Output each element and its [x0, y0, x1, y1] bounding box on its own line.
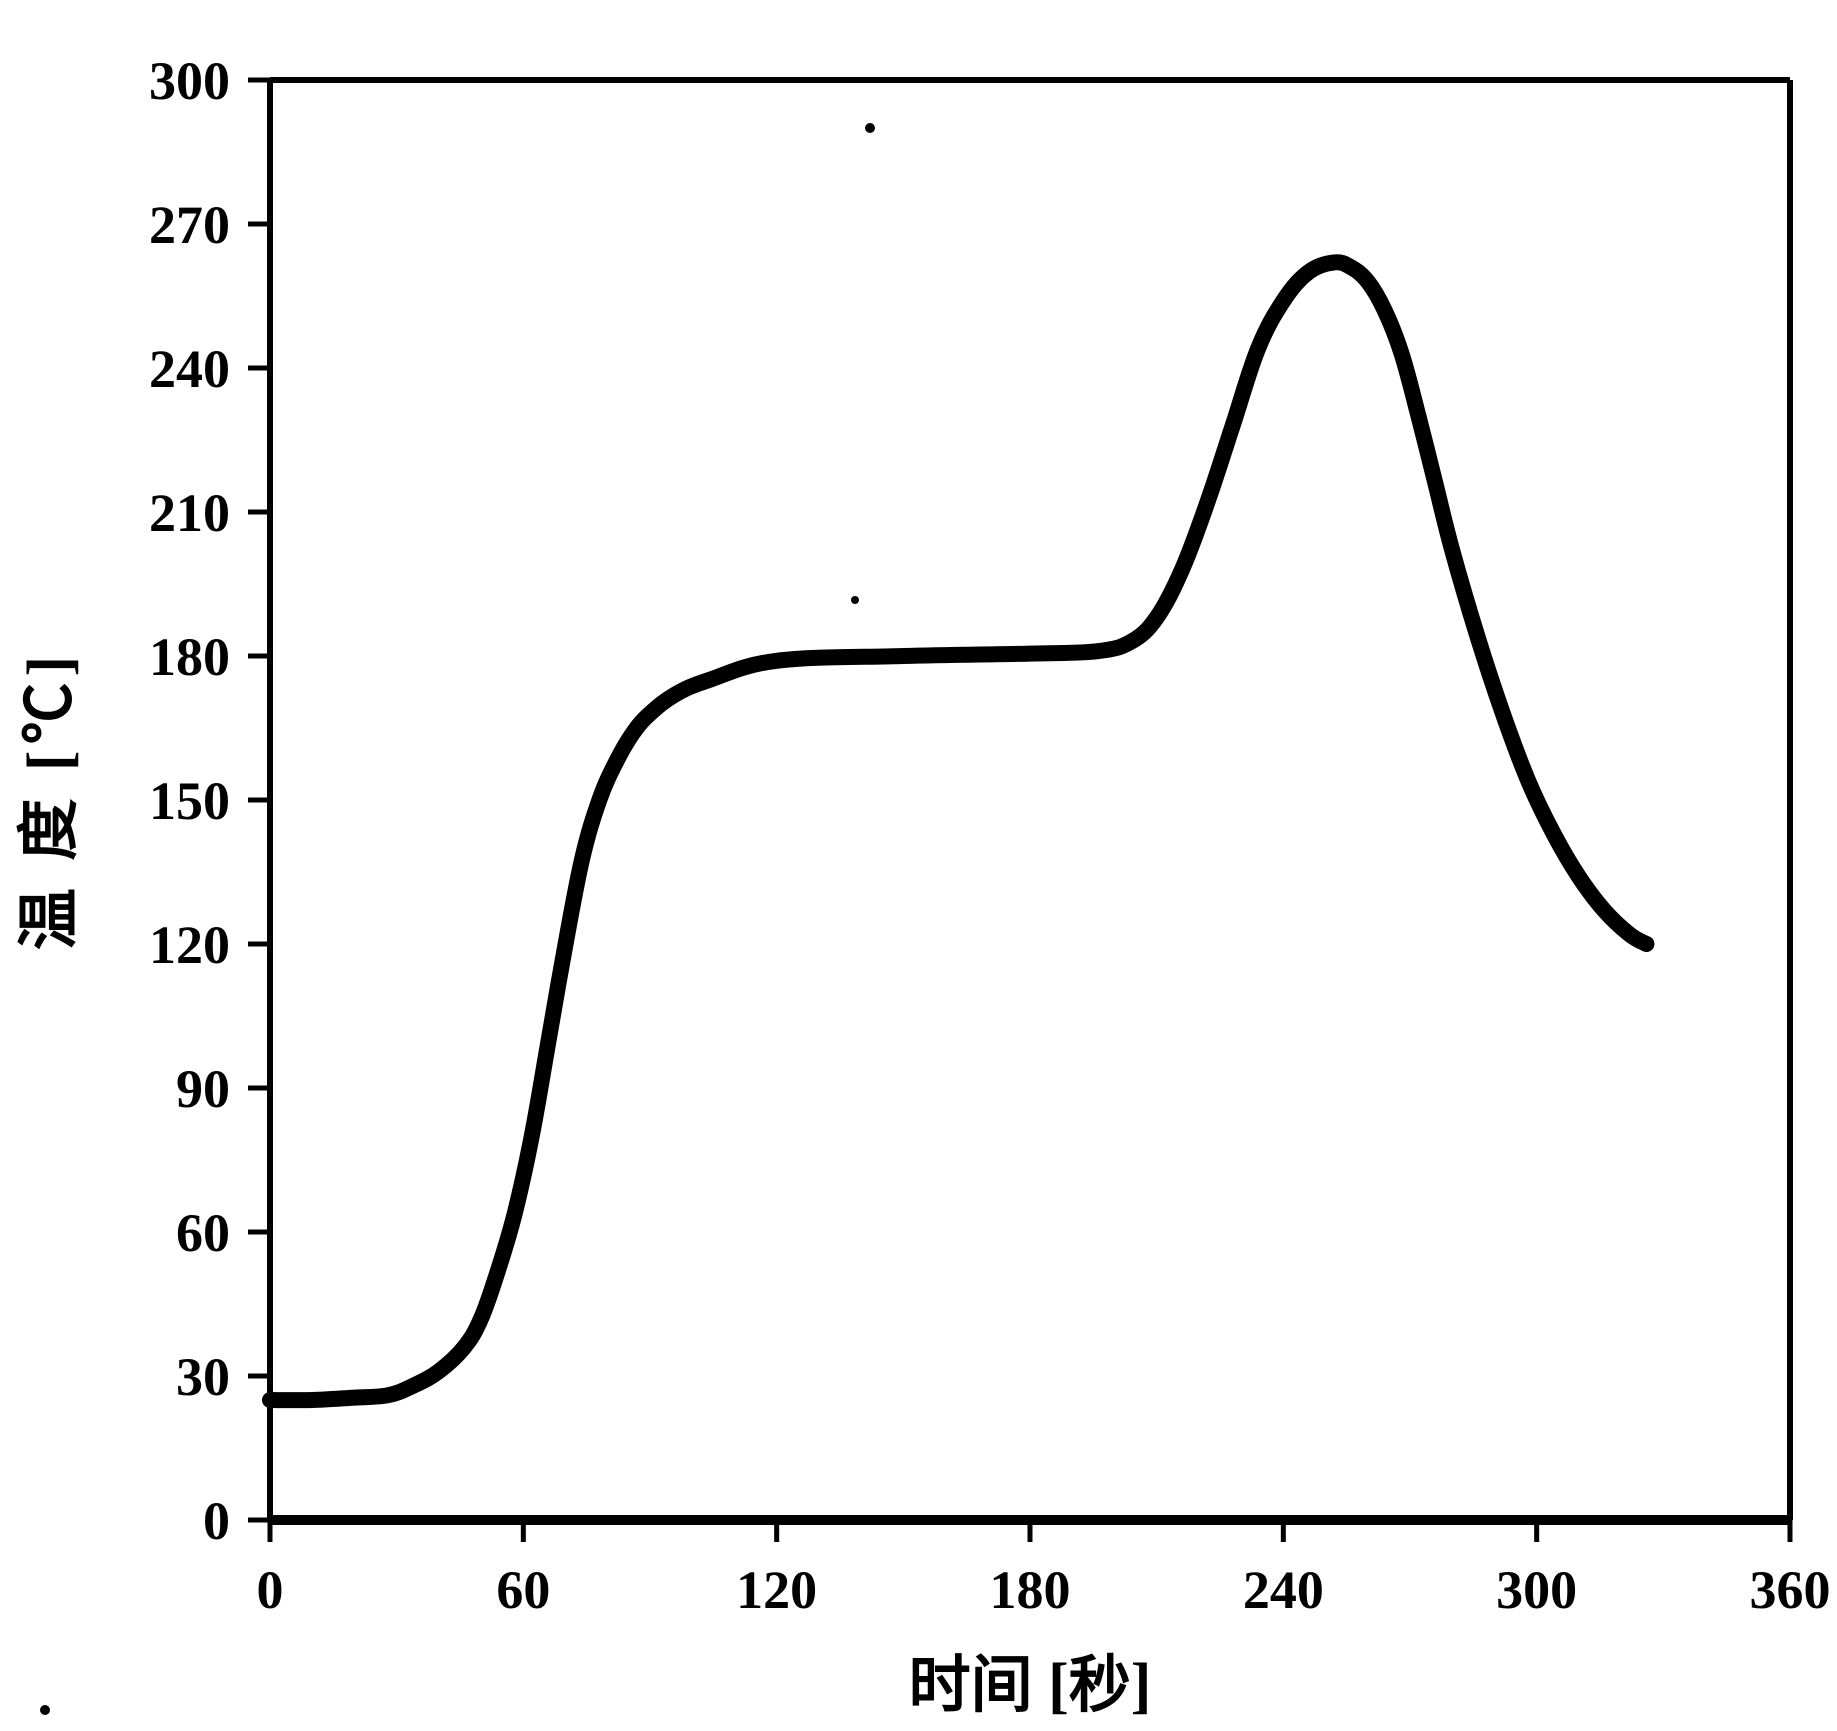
y-tick-label: 270: [149, 195, 230, 255]
y-tick-label: 120: [149, 915, 230, 975]
x-tick-label: 120: [736, 1560, 817, 1620]
x-tick-label: 300: [1496, 1560, 1577, 1620]
chart-container: 0 60 120 180 240 300 360 0 30 60 90 120 150 180 210 240…: [0, 0, 1837, 1731]
x-tick-label: 0: [257, 1560, 284, 1620]
y-tick-label: 0: [203, 1491, 230, 1551]
y-tick-label: 30: [176, 1347, 230, 1407]
x-tick-label: 360: [1750, 1560, 1831, 1620]
y-tick-label: 90: [176, 1059, 230, 1119]
y-tick-label: 300: [149, 51, 230, 111]
y-axis-title: 温 度 [℃]: [15, 650, 84, 950]
y-tick-label: 180: [149, 627, 230, 687]
x-tick-label: 180: [990, 1560, 1071, 1620]
x-axis-title: 时间 [秒]: [909, 1652, 1152, 1720]
y-tick-label: 210: [149, 483, 230, 543]
y-tick-label: 240: [149, 339, 230, 399]
artifact-dot: [851, 596, 859, 604]
artifact-dot: [40, 1705, 50, 1715]
x-tick-label: 60: [496, 1560, 550, 1620]
y-tick-label: 150: [149, 771, 230, 831]
x-tick-label: 240: [1243, 1560, 1324, 1620]
chart-svg: 0 60 120 180 240 300 360 0 30 60 90 120 150 180 210 240…: [0, 0, 1837, 1731]
artifact-dot: [865, 123, 875, 133]
y-tick-label: 60: [176, 1203, 230, 1263]
